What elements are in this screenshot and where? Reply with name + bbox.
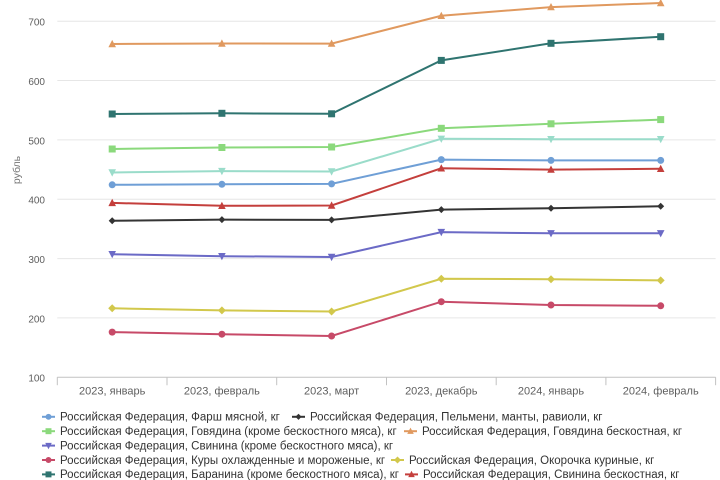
svg-text:2023, март: 2023, март	[304, 386, 359, 398]
svg-text:Российская Федерация, Фарш мяс: Российская Федерация, Фарш мясной, кг	[60, 412, 280, 424]
svg-text:2023, декабрь: 2023, декабрь	[405, 386, 478, 398]
svg-text:600: 600	[28, 77, 45, 88]
svg-text:2024, январь: 2024, январь	[518, 386, 585, 398]
svg-text:400: 400	[28, 196, 45, 207]
svg-text:200: 200	[28, 314, 45, 325]
svg-text:2024, февраль: 2024, февраль	[623, 386, 699, 398]
svg-text:700: 700	[28, 18, 45, 29]
svg-text:Российская Федерация, Пельмени: Российская Федерация, Пельмени, манты, р…	[310, 412, 602, 424]
svg-text:Российская Федерация, Окорочка: Российская Федерация, Окорочка куриные, …	[409, 455, 654, 467]
svg-text:Российская Федерация, Куры охл: Российская Федерация, Куры охлажденные и…	[60, 455, 385, 467]
svg-text:300: 300	[28, 255, 45, 266]
svg-text:Российская Федерация, Говядина: Российская Федерация, Говядина бескостна…	[422, 426, 682, 438]
svg-text:Российская Федерация, Баранина: Российская Федерация, Баранина (кроме бе…	[60, 469, 399, 480]
svg-text:2023, февраль: 2023, февраль	[184, 386, 260, 398]
svg-text:2023, январь: 2023, январь	[79, 386, 146, 398]
svg-text:рубль: рубль	[11, 155, 23, 184]
svg-text:Российская Федерация, Свинина: Российская Федерация, Свинина бескостная…	[423, 469, 680, 480]
svg-text:Российская Федерация, Говядина: Российская Федерация, Говядина (кроме бе…	[60, 426, 397, 438]
svg-text:Российская Федерация, Свинина: Российская Федерация, Свинина (кроме бес…	[60, 440, 393, 452]
svg-text:100: 100	[28, 374, 45, 385]
svg-text:500: 500	[28, 136, 45, 147]
